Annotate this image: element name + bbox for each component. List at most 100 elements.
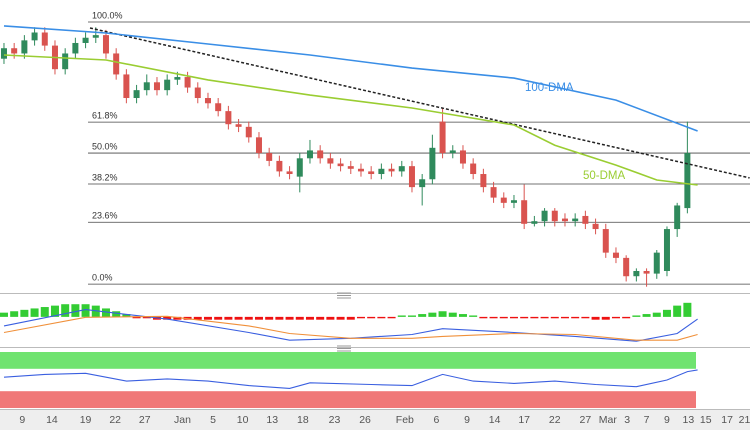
candle-body xyxy=(653,252,660,274)
macd-histogram-bar xyxy=(673,305,682,317)
candle-body xyxy=(164,79,171,91)
candle-body xyxy=(633,270,640,277)
candle-body xyxy=(541,210,548,222)
x-tick-label: Feb xyxy=(396,414,414,426)
macd-histogram-bar xyxy=(662,309,671,317)
candle-body xyxy=(531,221,538,224)
candle-body xyxy=(490,187,497,198)
candle-body xyxy=(72,42,79,54)
macd-histogram-bar xyxy=(254,316,263,320)
x-tick-label: 3 xyxy=(624,414,630,426)
candle-body xyxy=(153,82,160,91)
candle-body xyxy=(204,98,211,104)
candle-body xyxy=(459,150,466,164)
x-axis-strip xyxy=(0,410,750,430)
macd-histogram-bar xyxy=(540,316,549,319)
rsi-band xyxy=(0,391,696,408)
x-tick-label: 9 xyxy=(19,414,25,426)
macd-histogram-bar xyxy=(499,316,508,319)
candle-body xyxy=(408,166,415,188)
macd-line xyxy=(3,315,698,341)
candle-body xyxy=(561,218,568,222)
candle-body xyxy=(449,150,456,154)
macd-histogram-bar xyxy=(550,316,559,319)
candle-body xyxy=(235,124,242,127)
x-tick-label: 14 xyxy=(46,414,58,426)
rsi-band xyxy=(0,352,696,369)
x-tick-label: 27 xyxy=(139,414,151,426)
candle-body xyxy=(480,174,487,188)
candle-body xyxy=(215,103,222,112)
candle-body xyxy=(327,158,334,164)
macd-line xyxy=(3,309,698,342)
resize-handle[interactable] xyxy=(337,292,351,299)
x-tick-label: 22 xyxy=(109,414,121,426)
candle-body xyxy=(582,215,589,224)
x-tick-label: 15 xyxy=(700,414,712,426)
macd-histogram-bar xyxy=(509,316,518,319)
candle-body xyxy=(21,40,28,54)
macd-histogram-bar xyxy=(265,316,274,320)
candle-body xyxy=(276,160,283,172)
fib-level-label: 23.6% xyxy=(92,211,118,221)
candle-body xyxy=(439,121,446,154)
candle-body xyxy=(306,150,313,159)
macd-histogram-bar xyxy=(40,307,49,317)
macd-histogram-bar xyxy=(642,314,651,317)
macd-histogram-bar xyxy=(173,316,182,320)
x-tick-label: 9 xyxy=(664,414,670,426)
macd-histogram-bar xyxy=(611,316,620,319)
macd-histogram-bar xyxy=(601,316,610,320)
macd-histogram-bar xyxy=(683,302,692,317)
macd-histogram-bar xyxy=(448,312,457,317)
candle-body xyxy=(82,37,89,43)
candle-body xyxy=(551,210,558,222)
macd-histogram-bar xyxy=(295,316,304,320)
resize-handle[interactable] xyxy=(337,345,351,352)
x-tick-label: Jan xyxy=(174,414,191,426)
candle-body xyxy=(623,257,630,277)
candle-body xyxy=(663,229,670,271)
macd-histogram-bar xyxy=(377,316,386,319)
macd-histogram-bar xyxy=(326,316,335,320)
candle-body xyxy=(388,168,395,172)
candle-body xyxy=(11,48,18,54)
candle-body xyxy=(357,168,364,172)
fib-level-label: 100.0% xyxy=(92,10,123,20)
series-label: 100-DMA xyxy=(525,82,574,94)
candle-body xyxy=(0,48,7,59)
candle-body xyxy=(194,87,201,99)
candle-body xyxy=(174,77,181,80)
x-tick-label: 6 xyxy=(434,414,440,426)
macd-histogram-bar xyxy=(112,311,121,317)
candle-body xyxy=(684,153,691,209)
candle-body xyxy=(368,171,375,175)
macd-histogram-bar xyxy=(632,315,641,317)
macd-histogram-bar xyxy=(10,311,19,317)
trend-line xyxy=(89,27,750,179)
candle-body xyxy=(225,111,232,125)
x-tick-label: 17 xyxy=(721,414,733,426)
x-tick-label: 13 xyxy=(683,414,695,426)
macd-histogram-bar xyxy=(0,312,8,317)
macd-histogram-bar xyxy=(367,316,376,319)
candle-body xyxy=(296,158,303,177)
candle-body xyxy=(317,150,324,159)
x-tick-label: 19 xyxy=(80,414,92,426)
macd-histogram-bar xyxy=(397,315,406,317)
x-tick-label: 23 xyxy=(329,414,341,426)
macd-histogram-bar xyxy=(560,316,569,319)
candle-body xyxy=(510,200,517,203)
candle-body xyxy=(398,166,405,172)
candle-body xyxy=(592,223,599,230)
macd-histogram-bar xyxy=(407,315,416,317)
series-label: 50-DMA xyxy=(583,170,626,182)
macd-histogram-bar xyxy=(571,316,580,319)
macd-histogram-bar xyxy=(336,316,345,320)
macd-histogram-bar xyxy=(305,316,314,320)
x-tick-label: 13 xyxy=(266,414,278,426)
candle-body xyxy=(602,229,609,253)
macd-histogram-bar xyxy=(458,314,467,317)
macd-histogram-bar xyxy=(244,316,253,320)
